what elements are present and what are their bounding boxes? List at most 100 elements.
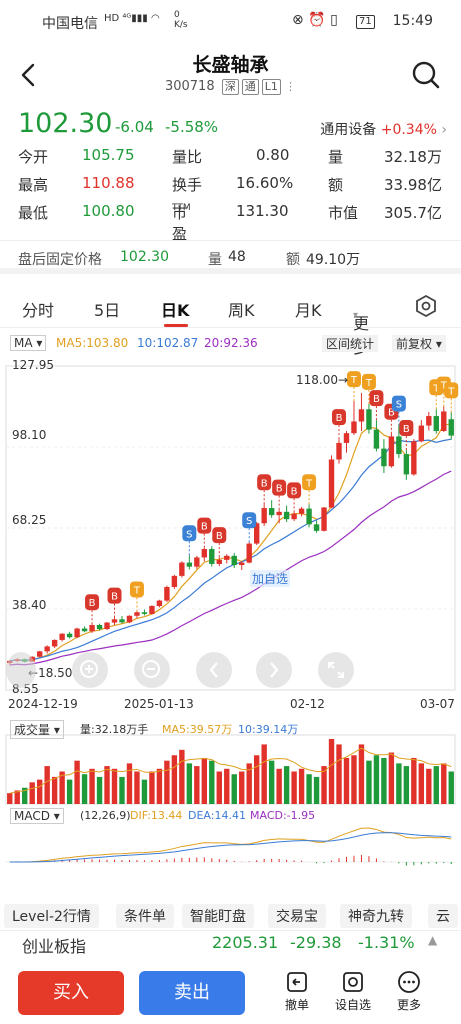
sector-link[interactable]: 通用设备 +0.34% › (320, 119, 447, 139)
candle-body (209, 549, 215, 564)
candle-body (44, 646, 50, 652)
indicator-select[interactable]: MA ▾ (10, 335, 47, 351)
after-hours-vol: 48 (228, 249, 246, 265)
adjust-select[interactable]: 前复权 ▾ (392, 335, 446, 352)
x-tick-3: 02-12 (290, 697, 325, 711)
volume-indicator-select[interactable]: 成交量 ▾ (10, 720, 64, 739)
more-button[interactable]: 更多 (382, 968, 436, 1013)
zoom-in-icon (80, 660, 98, 678)
feature-condition-order[interactable]: 条件单 (116, 904, 174, 928)
volume-bar (366, 760, 372, 804)
index-ticker[interactable]: 创业板指 2205.31 -29.38 -1.31% ▲ (0, 930, 461, 968)
volume-bar (66, 779, 73, 804)
pan-left-button[interactable] (196, 652, 232, 688)
sell-button[interactable]: 卖出 (139, 971, 245, 1015)
candle-body (194, 557, 200, 567)
more-dots-icon[interactable]: ⋮ (285, 80, 297, 93)
candle-body (253, 523, 260, 544)
macd-indicator-label: MACD (14, 809, 50, 823)
volume-bar (201, 757, 208, 804)
search-icon[interactable] (411, 60, 441, 90)
candle-body (104, 622, 110, 630)
candle-body (328, 459, 335, 508)
tab-monthly-k[interactable]: 月K (295, 301, 322, 320)
volume-bar (96, 776, 103, 804)
low-label: 最低 (18, 204, 49, 222)
add-watchlist-label: 设自选 (334, 998, 371, 1012)
feature-smart-watch[interactable]: 智能盯盘 (182, 904, 254, 928)
settings-hex-icon[interactable] (414, 294, 438, 318)
add-watch-hint[interactable]: 加自选 (250, 570, 291, 587)
high-label: 最高 (18, 176, 49, 194)
volume-bar (36, 779, 43, 804)
status-icons: ⊗ ⏰ ▯ (292, 12, 338, 28)
back-arrow-icon[interactable] (16, 62, 42, 88)
after-hours-price: 102.30 (120, 249, 169, 265)
quote-row-2: 最高 110.88 换手 16.60% 额 33.98亿 (0, 174, 461, 202)
tab-weekly-k[interactable]: 周K (228, 301, 255, 320)
fullscreen-button[interactable] (318, 652, 354, 688)
pe-ttm-sup: TTM (172, 203, 191, 213)
high-value: 110.88 (82, 174, 135, 192)
after-hours-amt-label: 额 (286, 252, 300, 268)
feature-cloud[interactable]: 云 (428, 904, 458, 928)
signal-badge-t (302, 474, 317, 491)
feature-trade-treasure[interactable]: 交易宝 (268, 904, 326, 928)
signal-badge-s (391, 395, 406, 412)
volume-bar (426, 768, 432, 804)
battery-icon: 71 (356, 15, 375, 29)
tab-daily-k[interactable]: 日K (161, 301, 190, 320)
add-watch-icon (343, 972, 363, 992)
pe-value: 131.30 (236, 202, 289, 220)
chevron-right-icon (270, 662, 279, 678)
signal-badge-b (257, 474, 272, 491)
candle-body (403, 454, 410, 475)
status-bar: 中国电信 HD ⁴ᴳ▮▮▮ ◠ 0 K/s ⊗ ⏰ ▯ 71 15:49 (0, 0, 461, 42)
feature-level2[interactable]: Level-2行情 (4, 904, 99, 928)
tab-intraday[interactable]: 分时 (22, 301, 55, 320)
buy-button[interactable]: 买入 (18, 971, 124, 1015)
candle-body (291, 513, 297, 520)
range-stats-button[interactable]: 区间统计 (322, 335, 379, 352)
candle-body (306, 508, 312, 525)
candle-body (418, 425, 425, 442)
volume-bar (336, 744, 342, 804)
current-price: 102.30 (18, 108, 113, 139)
zoom-out-button[interactable] (134, 652, 170, 688)
volume-bar (231, 774, 237, 804)
volume-bar (441, 763, 447, 804)
candle-body (351, 421, 357, 434)
candle-body (373, 429, 380, 449)
ma5-line (9, 423, 452, 662)
add-watchlist-button[interactable]: 设自选 (326, 968, 380, 1013)
volume-bar (179, 749, 185, 804)
clock: 15:49 (392, 13, 433, 29)
volume-bar (141, 779, 148, 804)
candle-body (246, 543, 252, 563)
signal-letter: B (216, 531, 223, 542)
pan-right-button[interactable] (256, 652, 292, 688)
volume-bar (433, 766, 439, 804)
cancel-order-button[interactable]: 撤单 (270, 968, 324, 1013)
volume-bar (253, 755, 260, 804)
signal-letter: S (396, 400, 402, 411)
volume-bar (171, 755, 178, 804)
volume-bar (351, 755, 357, 804)
feature-tags: Level-2行情 条件单 智能盯盘 交易宝 神奇九转 云 (0, 900, 461, 928)
feature-magic-nine[interactable]: 神奇九转 (340, 904, 412, 928)
zoom-in-button[interactable] (72, 652, 108, 688)
quote-row-1: 今开 105.75 量比 0.80 量 32.18万 (0, 146, 461, 174)
tab-5day[interactable]: 5日 (94, 301, 121, 320)
signal-badge-t (129, 581, 144, 598)
back-to-start-button[interactable] (6, 652, 36, 688)
signal-letter: T (305, 478, 313, 489)
macd-indicator-select[interactable]: MACD ▾ (10, 808, 64, 824)
volume-bar (246, 763, 252, 804)
signal-badge-b (107, 587, 122, 604)
signal-letter: T (133, 585, 141, 596)
bottom-action-bar: 买入 卖出 撤单 设自选 更多 (0, 968, 461, 1024)
candle-body (171, 575, 178, 588)
candle-body (261, 508, 267, 524)
